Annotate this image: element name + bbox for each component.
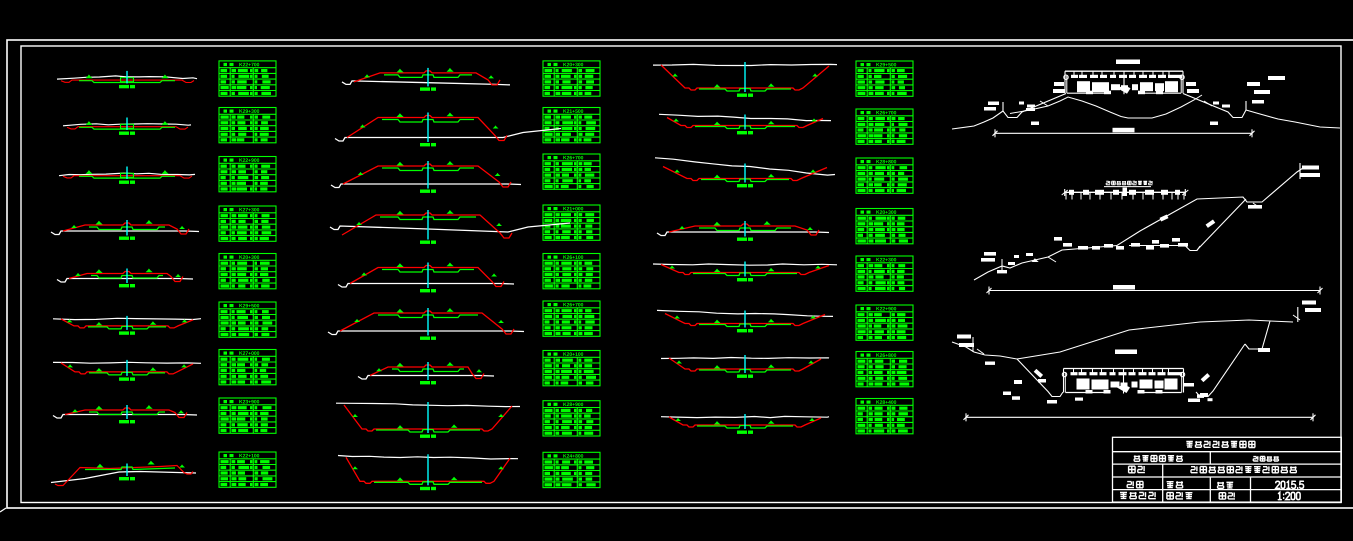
svg-text:K26+700: K26+700 bbox=[563, 155, 584, 161]
svg-text:K21+500: K21+500 bbox=[563, 109, 584, 115]
svg-text:K22+900: K22+900 bbox=[239, 158, 260, 164]
svg-text:K29+300: K29+300 bbox=[239, 109, 260, 115]
svg-text:K20+300: K20+300 bbox=[239, 255, 260, 261]
svg-text:K28+900: K28+900 bbox=[563, 402, 584, 408]
svg-text:K28+400: K28+400 bbox=[876, 400, 897, 406]
svg-text:K27+000: K27+000 bbox=[239, 351, 260, 357]
svg-text:K20+300: K20+300 bbox=[876, 210, 897, 216]
svg-text:K23+900: K23+900 bbox=[239, 399, 260, 405]
svg-text:K28+800: K28+800 bbox=[876, 159, 897, 165]
svg-text:K22+300: K22+300 bbox=[876, 257, 897, 263]
svg-text:K22+900: K22+900 bbox=[876, 306, 897, 312]
svg-text:K26+100: K26+100 bbox=[563, 255, 584, 261]
svg-text:K22+100: K22+100 bbox=[239, 453, 260, 459]
svg-text:K20+100: K20+100 bbox=[563, 352, 584, 358]
svg-text:K26+800: K26+800 bbox=[876, 353, 897, 359]
svg-text:K22+700: K22+700 bbox=[239, 62, 260, 68]
svg-text:K29+500: K29+500 bbox=[239, 303, 260, 309]
svg-text:K26+700: K26+700 bbox=[563, 302, 584, 308]
svg-text:K27+300: K27+300 bbox=[239, 207, 260, 213]
svg-text:K20+300: K20+300 bbox=[563, 62, 584, 68]
svg-text:K24+800: K24+800 bbox=[563, 454, 584, 460]
svg-text:K21+000: K21+000 bbox=[563, 206, 584, 212]
svg-text:K26+700: K26+700 bbox=[876, 110, 897, 116]
svg-text:K29+500: K29+500 bbox=[876, 62, 897, 68]
